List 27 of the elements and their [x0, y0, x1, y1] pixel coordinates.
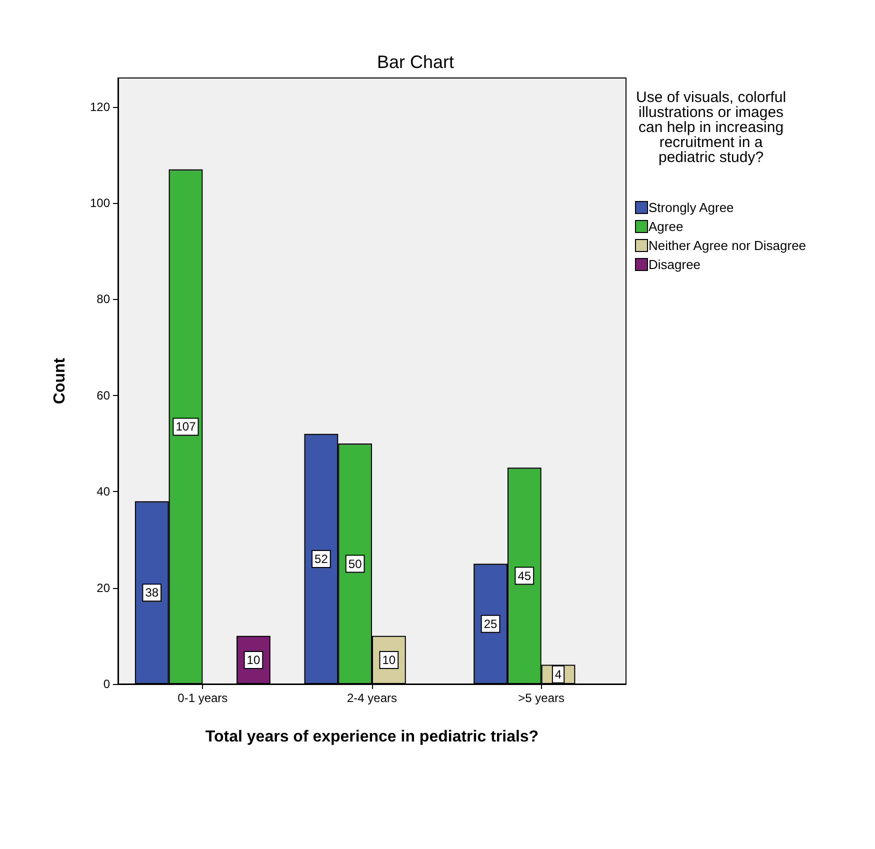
legend-label: Agree — [648, 219, 684, 234]
x-tick-label: 0-1 years — [178, 691, 228, 705]
data-label: 25 — [484, 616, 498, 631]
data-label: 4 — [554, 667, 562, 682]
data-label: 10 — [382, 652, 396, 667]
legend-label: Strongly Agree — [648, 200, 734, 215]
y-tick-label: 80 — [96, 292, 110, 306]
data-label: 10 — [246, 652, 260, 667]
y-tick-label: 100 — [90, 196, 110, 210]
data-label: 45 — [518, 568, 532, 583]
y-tick-label: 120 — [90, 100, 110, 114]
x-axis-title: Total years of experience in pediatric trials? — [205, 728, 539, 746]
legend-title: Use of visuals, colorful illustrations or images can help in increasing recruitment in a pediatric study? — [636, 89, 786, 166]
chart-title: Bar Chart — [377, 52, 454, 72]
y-tick-label: 0 — [103, 677, 110, 691]
y-axis-title: Count — [52, 357, 68, 404]
data-label: 107 — [176, 420, 196, 434]
legend-label: Disagree — [648, 257, 701, 272]
y-tick-label: 20 — [96, 580, 110, 595]
y-tick-label: 60 — [96, 388, 110, 402]
data-label: 52 — [314, 552, 328, 566]
data-label: 50 — [348, 556, 362, 571]
x-tick-label: 2-4 years — [346, 691, 398, 705]
data-label: 38 — [145, 586, 159, 600]
x-tick-label: >5 years — [518, 691, 565, 705]
y-tick-label: 40 — [96, 484, 110, 499]
legend-label: Neither Agree nor Disagree — [648, 238, 806, 253]
